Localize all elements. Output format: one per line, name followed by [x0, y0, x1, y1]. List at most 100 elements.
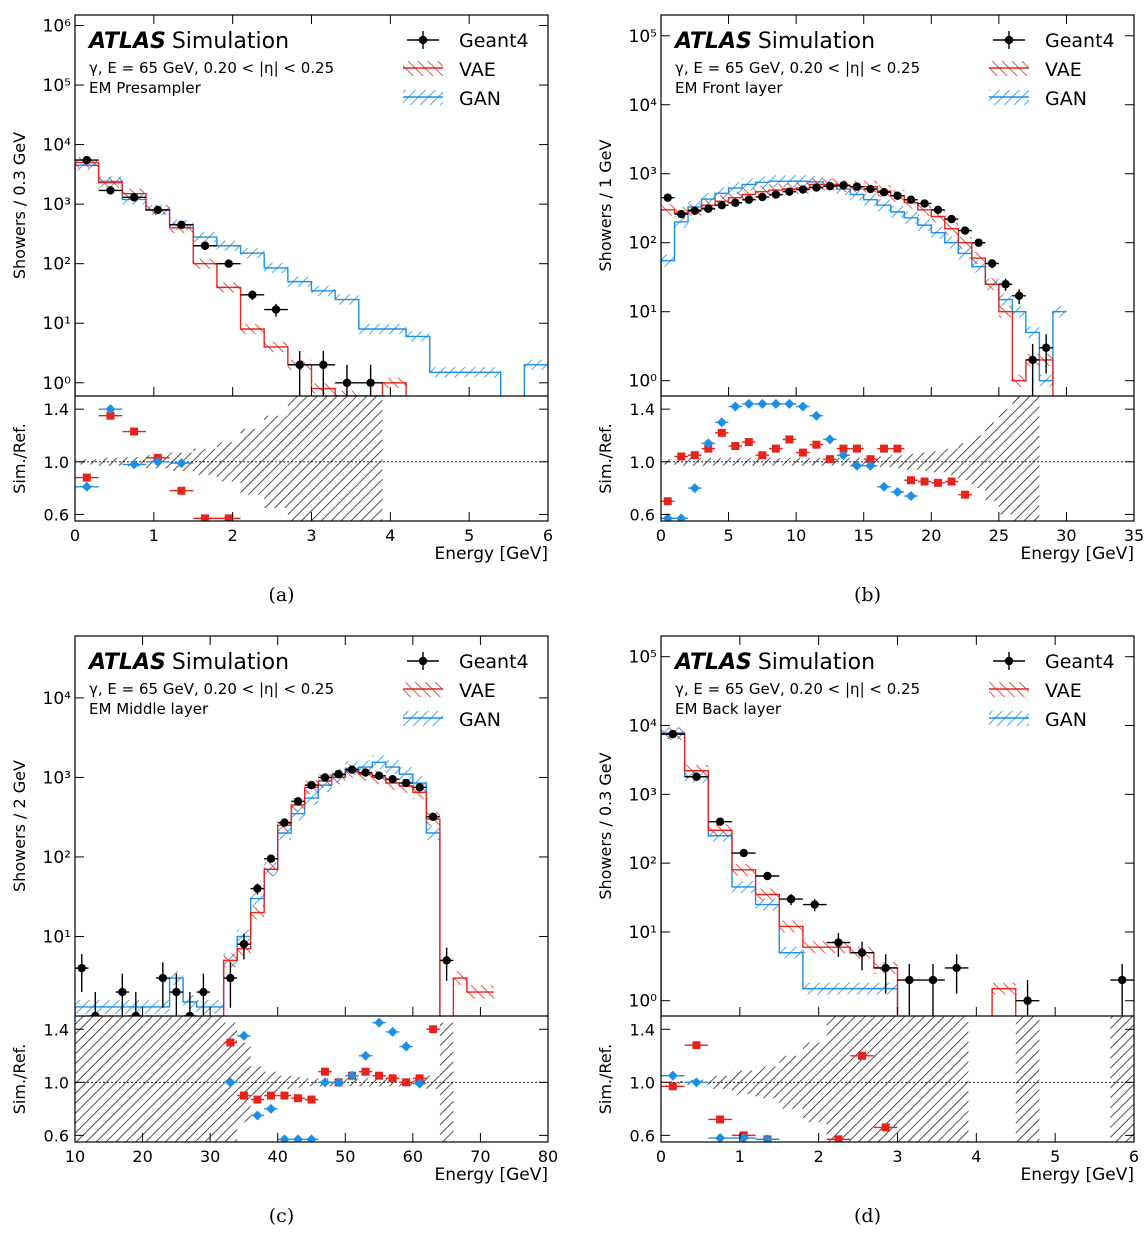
- y-axis-label: Showers / 1 GeV: [596, 139, 615, 271]
- geant4-point: [1117, 975, 1127, 985]
- x-tick-label: 10: [65, 1147, 85, 1166]
- atlas-label-bold: ATLAS: [87, 29, 166, 54]
- gan-ratio-point: [838, 450, 849, 461]
- reference-uncertainty-band: [358, 396, 383, 521]
- atlas-label: ATLAS Simulation: [87, 29, 289, 54]
- reference-uncertainty-band: [88, 1016, 103, 1142]
- geant4-point: [106, 186, 115, 195]
- legend-gan-label: GAN: [1045, 709, 1087, 731]
- geant4-point: [77, 963, 86, 973]
- geant4-point: [1001, 280, 1010, 289]
- x-axis-label: Energy [GeV]: [1021, 544, 1134, 564]
- vae-ratio-point: [920, 477, 929, 486]
- panel-label: (b): [854, 584, 881, 606]
- geant4-point: [668, 729, 678, 739]
- geant4-point: [739, 848, 748, 858]
- geant4-point: [342, 378, 352, 387]
- ratio-y-tick-label: 1.0: [44, 453, 69, 472]
- vae-ratio-point: [663, 497, 672, 506]
- geant4-point: [810, 900, 819, 909]
- x-tick-label: 80: [538, 1147, 558, 1166]
- geant4-point: [442, 956, 451, 965]
- reference-uncertainty-band: [809, 457, 824, 466]
- reference-uncertainty-band: [708, 1075, 732, 1089]
- reference-uncertainty-band: [769, 457, 783, 466]
- reference-uncertainty-band: [439, 1022, 454, 1142]
- x-tick-label: 0: [656, 526, 666, 545]
- gan-ratio-point: [689, 483, 700, 494]
- geant4-point: [893, 191, 902, 200]
- vae-ratio-point: [907, 476, 916, 485]
- gan-ratio-point: [129, 459, 140, 470]
- gan-ratio-point: [797, 401, 808, 412]
- vae-ratio-point: [834, 1135, 843, 1142]
- gan-ratio-point: [738, 1133, 749, 1142]
- vae-ratio-point: [934, 478, 943, 487]
- geant4-point: [786, 894, 796, 904]
- geant4-point: [798, 185, 808, 194]
- geant4-point: [663, 193, 672, 202]
- geant4-point: [295, 360, 304, 370]
- x-tick-label: 5: [723, 526, 733, 545]
- legend-geant4-label: Geant4: [459, 30, 529, 52]
- vae-ratio-point: [690, 451, 699, 460]
- x-tick-label: 4: [385, 526, 395, 545]
- ratio-y-axis-label: Sim./Ref.: [596, 423, 615, 493]
- geant4-point: [131, 1011, 141, 1016]
- ratio-y-axis-label: Sim./Ref.: [596, 1044, 615, 1114]
- vae-ratio-point: [106, 411, 115, 420]
- geant4-point: [692, 772, 701, 781]
- geant4-point: [320, 773, 330, 782]
- y-tick-label: 10²: [43, 848, 71, 868]
- reference-uncertainty-band: [183, 1016, 197, 1142]
- geant4-point: [866, 184, 875, 194]
- gan-ratio-point: [691, 1077, 702, 1088]
- gan-ratio-point: [320, 1077, 331, 1088]
- vae-ratio-point: [717, 428, 726, 437]
- y-axis-label: Showers / 0.3 GeV: [596, 752, 615, 899]
- reference-uncertainty-band: [897, 1016, 922, 1142]
- x-axis-label: Energy [GeV]: [435, 544, 548, 564]
- gan-ratio-point: [414, 1078, 425, 1089]
- vae-ratio-point: [785, 435, 794, 444]
- x-tick-label: 4: [971, 1147, 981, 1166]
- geant4-point: [388, 774, 397, 784]
- vae-ratio-point: [798, 448, 807, 457]
- geant4-point: [905, 975, 914, 985]
- geant4-point: [319, 360, 328, 370]
- geant4-point: [1041, 343, 1051, 352]
- y-tick-label: 10³: [43, 768, 71, 788]
- legend-geant4-marker: [418, 35, 428, 45]
- geant4-point: [200, 241, 210, 250]
- reference-uncertainty-band: [291, 1077, 305, 1088]
- geant4-point: [307, 780, 316, 790]
- legend-geant4-label: Geant4: [1045, 651, 1115, 673]
- legend-gan-label: GAN: [459, 88, 501, 110]
- gan-histogram: [75, 164, 548, 396]
- y-tick-label: 10³: [629, 785, 657, 805]
- x-tick-label: 3: [306, 526, 316, 545]
- gan-ratio-point: [225, 1077, 236, 1088]
- geant4-point: [248, 290, 257, 300]
- reference-uncertainty-band: [826, 1016, 851, 1142]
- reference-uncertainty-band: [904, 453, 918, 470]
- main-plot-area: [75, 155, 548, 396]
- geant4-point: [172, 987, 181, 997]
- gan-ratio-point: [865, 460, 876, 471]
- reference-uncertainty-band: [210, 1016, 224, 1142]
- geant4-point: [177, 220, 186, 229]
- gan-ratio-point: [770, 398, 781, 409]
- reference-uncertainty-band: [1012, 396, 1026, 521]
- x-tick-label: 0: [656, 1147, 666, 1166]
- vae-ratio-point: [947, 477, 956, 486]
- legend-vae-label: VAE: [459, 59, 496, 81]
- info-line-1: γ, E = 65 GeV, 0.20 < |η| < 0.25: [89, 680, 334, 698]
- gan-ratio-point: [292, 1134, 303, 1142]
- main-plot-area: [661, 175, 1067, 396]
- geant4-point: [1014, 291, 1024, 301]
- x-tick-label: 3: [892, 1147, 902, 1166]
- ratio-y-tick-label: 0.6: [44, 505, 69, 524]
- reference-uncertainty-band: [75, 1016, 89, 1142]
- geant4-point: [812, 183, 821, 192]
- reference-uncertainty-band: [917, 452, 932, 471]
